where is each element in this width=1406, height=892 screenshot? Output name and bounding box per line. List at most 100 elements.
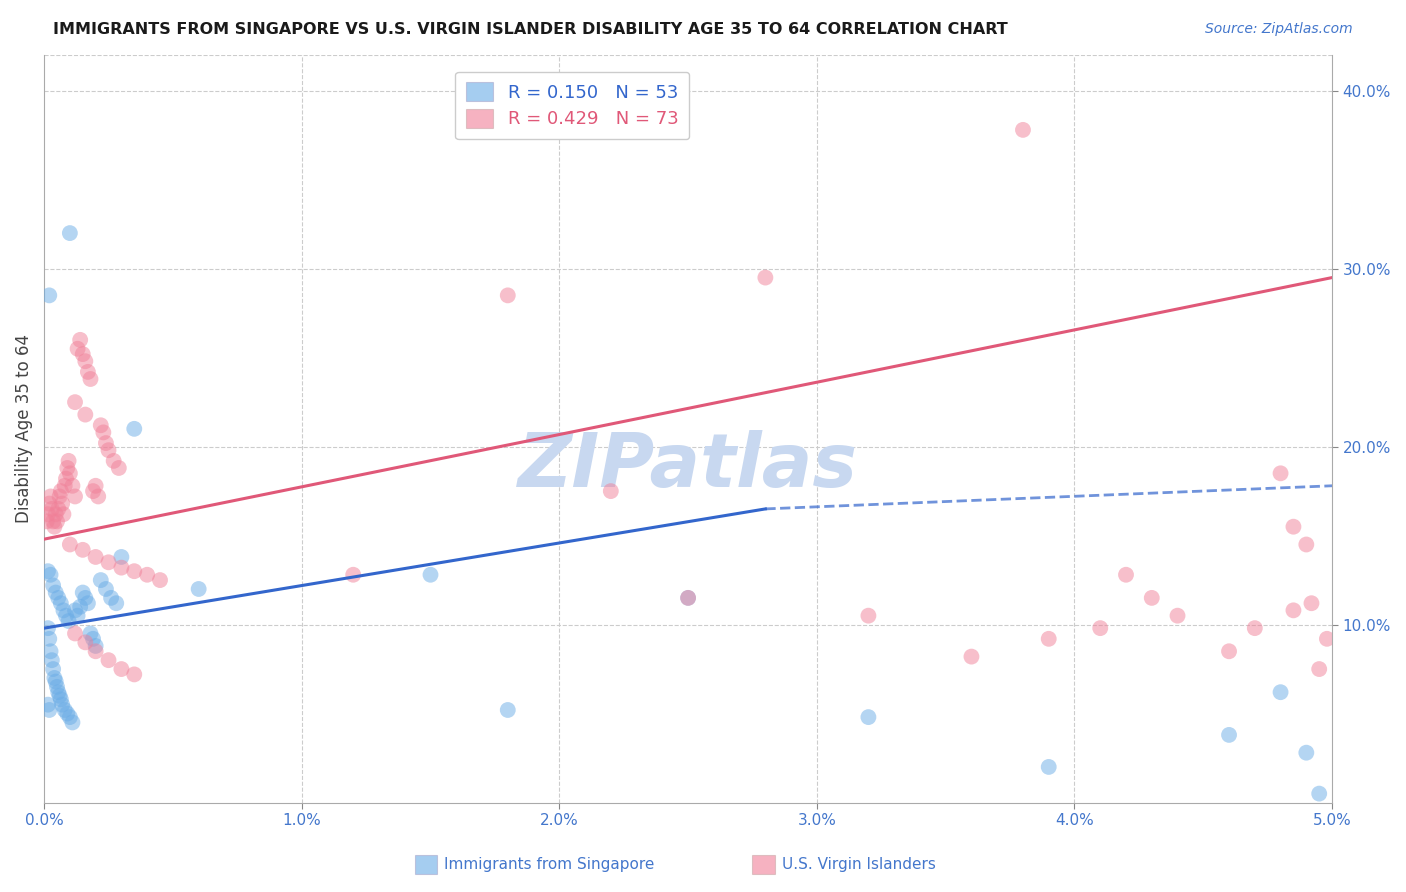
Point (858, 608, 880, 623)
Point (82, 484, 104, 499)
Point (55, 608, 77, 623)
Point (39, 644, 62, 658)
Point (496, 703, 519, 717)
Y-axis label: Disability Age 35 to 64: Disability Age 35 to 64 (15, 334, 32, 524)
Point (56, 706, 79, 721)
Point (58, 614, 80, 628)
Point (1243, 621, 1265, 635)
Point (122, 564, 145, 578)
Point (187, 582, 209, 596)
Point (53, 703, 76, 717)
Point (46, 514, 69, 528)
Point (342, 567, 364, 582)
Point (1140, 591, 1163, 605)
Text: Source: ZipAtlas.com: Source: ZipAtlas.com (1205, 22, 1353, 37)
Point (59, 226, 82, 240)
Point (63, 395, 86, 409)
Point (1316, 632, 1339, 646)
Point (72, 585, 94, 599)
Text: U.S. Virgin Islanders: U.S. Virgin Islanders (782, 857, 935, 871)
Point (75, 591, 97, 605)
Point (62, 479, 84, 493)
Point (122, 422, 145, 436)
Point (55, 472, 77, 486)
Point (72, 542, 94, 557)
Point (38, 497, 60, 511)
Point (1282, 603, 1305, 617)
Point (84, 639, 107, 653)
Legend: R = 0.150   N = 53, R = 0.429   N = 73: R = 0.150 N = 53, R = 0.429 N = 73 (456, 71, 689, 139)
Point (858, 710, 880, 724)
Point (52, 603, 75, 617)
Point (38, 632, 60, 646)
Point (46, 680, 69, 694)
Point (45, 585, 67, 599)
Point (79, 372, 101, 386)
Point (46, 502, 69, 516)
Point (69, 599, 91, 614)
Point (93, 425, 115, 440)
Point (1218, 728, 1240, 742)
Point (59, 710, 82, 724)
Point (1295, 746, 1317, 760)
Point (676, 591, 699, 605)
Point (46, 591, 69, 605)
Point (754, 270, 776, 285)
Point (51, 698, 73, 712)
Point (44, 519, 66, 533)
Point (75, 635, 97, 649)
Point (1270, 467, 1292, 481)
Point (35, 514, 58, 528)
Point (1295, 537, 1317, 551)
Point (84, 644, 107, 658)
Point (42, 578, 65, 592)
Point (149, 573, 172, 587)
Point (72, 347, 94, 361)
Point (44, 671, 66, 685)
Point (75, 408, 97, 422)
Point (48, 490, 70, 504)
Text: Immigrants from Singapore: Immigrants from Singapore (444, 857, 655, 871)
Point (84, 479, 107, 493)
Point (42, 662, 65, 676)
Text: ZIPatlas: ZIPatlas (517, 430, 858, 503)
Point (51, 497, 73, 511)
Point (39, 567, 62, 582)
Point (1270, 685, 1292, 699)
Point (97, 653, 120, 667)
Point (37, 508, 59, 522)
Point (49, 596, 72, 610)
Point (49, 692, 72, 706)
Point (87, 490, 110, 504)
Point (45, 674, 67, 689)
Point (48, 689, 70, 703)
Point (108, 461, 131, 475)
Point (59, 467, 82, 481)
Point (110, 560, 132, 574)
Point (676, 591, 699, 605)
Point (1301, 596, 1323, 610)
Point (1090, 621, 1112, 635)
Point (59, 537, 82, 551)
Point (1218, 644, 1240, 658)
Point (599, 484, 621, 499)
Point (1282, 519, 1305, 533)
Point (122, 667, 145, 681)
Point (38, 288, 60, 302)
Point (77, 365, 100, 379)
Point (63, 490, 86, 504)
Point (110, 549, 132, 564)
Point (90, 573, 112, 587)
Point (496, 288, 519, 302)
Point (97, 443, 120, 458)
Point (100, 591, 122, 605)
Point (105, 596, 128, 610)
Text: IMMIGRANTS FROM SINGAPORE VS U.S. VIRGIN ISLANDER DISABILITY AGE 35 TO 64 CORREL: IMMIGRANTS FROM SINGAPORE VS U.S. VIRGIN… (53, 22, 1008, 37)
Point (41, 502, 63, 516)
Point (38, 703, 60, 717)
Point (90, 418, 112, 433)
Point (1167, 608, 1189, 623)
Point (1012, 123, 1035, 137)
Point (960, 649, 983, 664)
Point (79, 626, 101, 640)
